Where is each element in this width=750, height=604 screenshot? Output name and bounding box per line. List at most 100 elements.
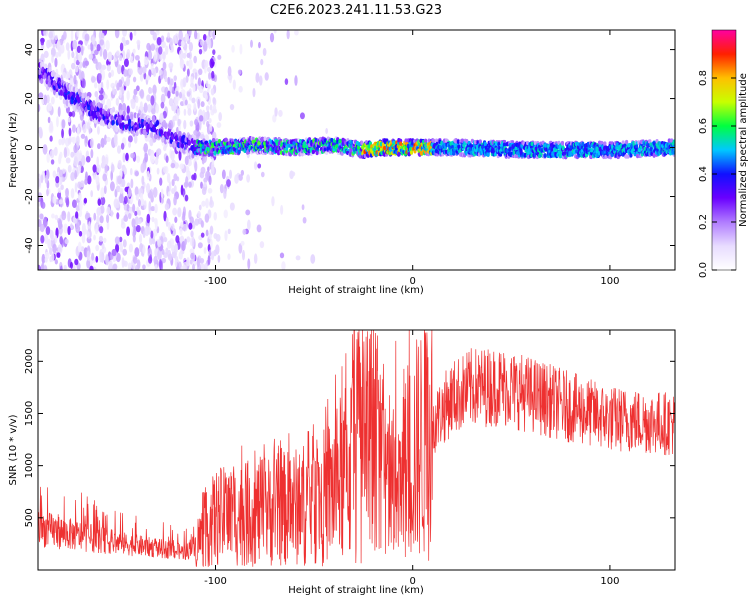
heatmap-cell xyxy=(134,54,140,61)
heatmap-cell xyxy=(167,32,170,39)
heatmap-cell xyxy=(456,139,461,145)
heatmap-cell xyxy=(55,51,59,58)
heatmap-cell xyxy=(206,66,212,73)
heatmap-cell xyxy=(409,150,414,155)
heatmap-cell xyxy=(166,240,172,249)
heatmap-cell xyxy=(38,103,41,113)
heatmap-cell xyxy=(60,138,65,146)
heatmap-cell xyxy=(180,142,185,149)
heatmap-cell xyxy=(143,56,149,66)
heatmap-cell xyxy=(209,225,214,235)
heatmap-cell xyxy=(152,126,157,133)
heatmap-cell xyxy=(246,174,251,183)
heatmap-cell xyxy=(148,87,153,94)
heatmap-cell xyxy=(52,243,57,254)
heatmap-cell xyxy=(76,45,81,54)
heatmap-cell xyxy=(98,30,103,40)
heatmap-cell xyxy=(269,32,275,43)
heatmap-cell xyxy=(590,148,594,153)
heatmap-cell xyxy=(96,207,102,216)
heatmap-cell xyxy=(82,123,87,134)
heatmap-cell xyxy=(257,141,261,146)
heatmap-cell xyxy=(141,175,145,186)
heatmap-cell xyxy=(165,45,169,56)
heatmap-cell xyxy=(171,44,175,53)
heatmap-cell xyxy=(259,241,265,249)
heatmap-cell xyxy=(80,133,86,139)
heatmap-cell xyxy=(99,226,104,234)
heatmap-cell xyxy=(123,195,128,205)
heatmap-cell xyxy=(202,40,208,52)
heatmap-cell xyxy=(649,147,653,152)
colorbar-gradient xyxy=(711,29,737,271)
heatmap-cell xyxy=(158,259,162,270)
snr-xlabel: Height of straight line (km) xyxy=(288,585,424,596)
heatmap-cell xyxy=(98,73,102,81)
heatmap-cell xyxy=(93,212,97,221)
heatmap-cell xyxy=(108,72,112,79)
heatmap-cell xyxy=(83,92,88,99)
heatmap-cell xyxy=(73,157,79,167)
heatmap-cell xyxy=(271,196,275,207)
heatmap-cell xyxy=(67,211,71,222)
heatmap-cell xyxy=(60,184,64,191)
heatmap-cell xyxy=(146,213,151,224)
heatmap-cell xyxy=(83,197,88,204)
heatmap-cell xyxy=(67,164,72,173)
heatmap-cell xyxy=(302,216,307,224)
heatmap-cell xyxy=(165,155,169,163)
heatmap-cell xyxy=(103,134,107,146)
heatmap-cell xyxy=(183,119,187,130)
heatmap-cell xyxy=(93,174,97,180)
heatmap-cell xyxy=(150,132,154,139)
heatmap-cell xyxy=(635,153,640,159)
heatmap-cell xyxy=(278,109,283,117)
heatmap-cell xyxy=(57,190,62,200)
heatmap-cell xyxy=(187,139,192,146)
heatmap-cell xyxy=(50,159,55,165)
heatmap-cell xyxy=(204,94,208,101)
heatmap-cell xyxy=(188,42,194,52)
heatmap-cell xyxy=(122,260,126,266)
heatmap-cell xyxy=(200,181,203,189)
y-tick-label: 2000 xyxy=(24,349,35,374)
heatmap-cell xyxy=(152,187,158,198)
heatmap-cell xyxy=(81,92,85,99)
heatmap-cell xyxy=(147,103,152,113)
heatmap-cell xyxy=(105,39,110,51)
heatmap-cell xyxy=(204,60,209,68)
heatmap-cell xyxy=(388,151,392,156)
heatmap-cell xyxy=(413,138,417,144)
heatmap-cell xyxy=(70,171,76,182)
heatmap-cell xyxy=(240,240,245,246)
heatmap-cell xyxy=(190,230,194,238)
heatmap-cell xyxy=(258,41,261,49)
colorbar-tick-label: 0.6 xyxy=(698,118,709,134)
heatmap-cell xyxy=(133,88,138,96)
heatmap-cell xyxy=(162,61,167,70)
heatmap-cell xyxy=(144,152,149,163)
heatmap-cell xyxy=(190,252,195,260)
heatmap-cell xyxy=(149,152,155,164)
heatmap-cell xyxy=(345,150,350,156)
heatmap-cell xyxy=(124,124,128,131)
heatmap-cell xyxy=(172,207,178,216)
heatmap-cell xyxy=(105,254,109,266)
snr-panel: -100 0 100 500 1000 1500 2000 Height of straig… xyxy=(8,329,676,596)
heatmap-cell xyxy=(110,170,114,181)
heatmap-cell xyxy=(135,224,141,233)
heatmap-cell xyxy=(184,99,188,106)
heatmap-cell xyxy=(62,72,67,79)
y-tick-label: 0 xyxy=(24,144,35,150)
heatmap-cell xyxy=(78,230,83,237)
heatmap-cell xyxy=(638,147,642,152)
heatmap-cell xyxy=(158,46,163,55)
heatmap-cell xyxy=(174,135,178,142)
heatmap-cell xyxy=(135,193,140,201)
heatmap-cell xyxy=(119,243,124,253)
heatmap-cell xyxy=(260,58,264,66)
heatmap-cell xyxy=(86,212,91,219)
heatmap-cell xyxy=(176,108,181,116)
heatmap-cell xyxy=(38,126,43,135)
heatmap-cell xyxy=(135,85,140,92)
